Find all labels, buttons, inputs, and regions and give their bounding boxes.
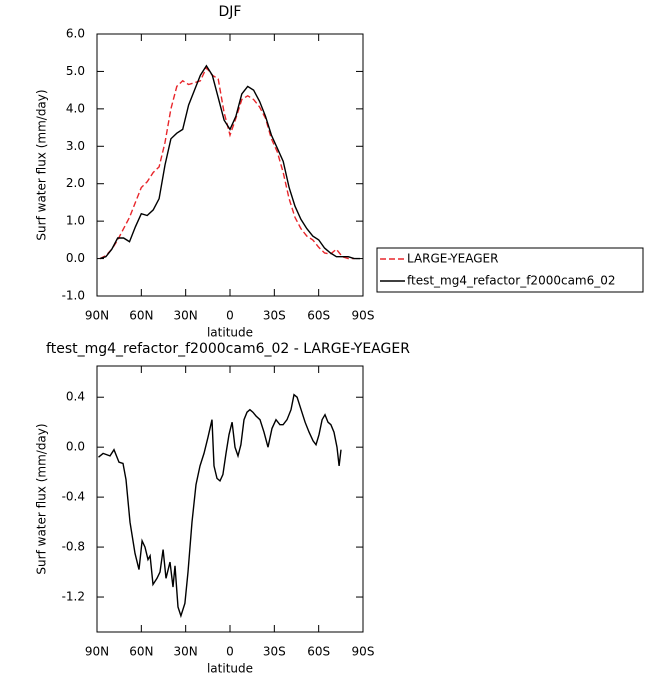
data-line: [99, 64, 360, 260]
y-tick-label: -0.4: [62, 490, 85, 504]
legend-label: LARGE-YEAGER: [407, 252, 498, 266]
y-tick-label: 6.0: [66, 27, 85, 41]
y-tick-label: -1.0: [62, 289, 85, 303]
chart-title: ftest_mg4_refactor_f2000cam6_02 - LARGE-…: [46, 341, 410, 357]
x-tick-label: 90S: [352, 645, 375, 659]
y-tick-label: 1.0: [66, 214, 85, 228]
y-tick-label: 3.0: [66, 139, 85, 153]
y-axis-label: Surf water flux (mm/day): [35, 423, 49, 574]
x-tick-label: 0: [226, 645, 234, 659]
y-tick-label: 0.0: [66, 251, 85, 265]
y-tick-label: 0.4: [66, 390, 85, 404]
x-axis-label: latitude: [207, 662, 253, 676]
x-tick-label: 90S: [352, 309, 375, 323]
y-tick-label: 4.0: [66, 101, 85, 115]
legend-label: ftest_mg4_refactor_f2000cam6_02: [407, 274, 616, 288]
plot-frame: [96, 33, 364, 297]
x-tick-label: 30S: [263, 309, 286, 323]
y-tick-label: -0.8: [62, 540, 85, 554]
legend-box: [376, 247, 644, 293]
x-tick-label: 60S: [307, 645, 330, 659]
y-tick-label: 0.0: [66, 440, 85, 454]
x-tick-label: 30N: [174, 309, 198, 323]
x-tick-label: 0: [226, 309, 234, 323]
x-axis-label: latitude: [207, 326, 253, 340]
data-line: [99, 66, 355, 260]
x-tick-label: 60S: [307, 309, 330, 323]
y-tick-label: -1.2: [62, 590, 85, 604]
y-axis-label: Surf water flux (mm/day): [35, 89, 49, 240]
x-tick-label: 30N: [174, 645, 198, 659]
x-tick-label: 90N: [85, 645, 109, 659]
y-tick-label: 5.0: [66, 64, 85, 78]
x-tick-label: 60N: [129, 309, 153, 323]
x-tick-label: 90N: [85, 309, 109, 323]
data-line: [98, 393, 342, 619]
chart-title: DJF: [219, 4, 242, 20]
plot-frame: [96, 365, 364, 633]
x-tick-label: 30S: [263, 645, 286, 659]
y-tick-label: 2.0: [66, 176, 85, 190]
x-tick-label: 60N: [129, 645, 153, 659]
